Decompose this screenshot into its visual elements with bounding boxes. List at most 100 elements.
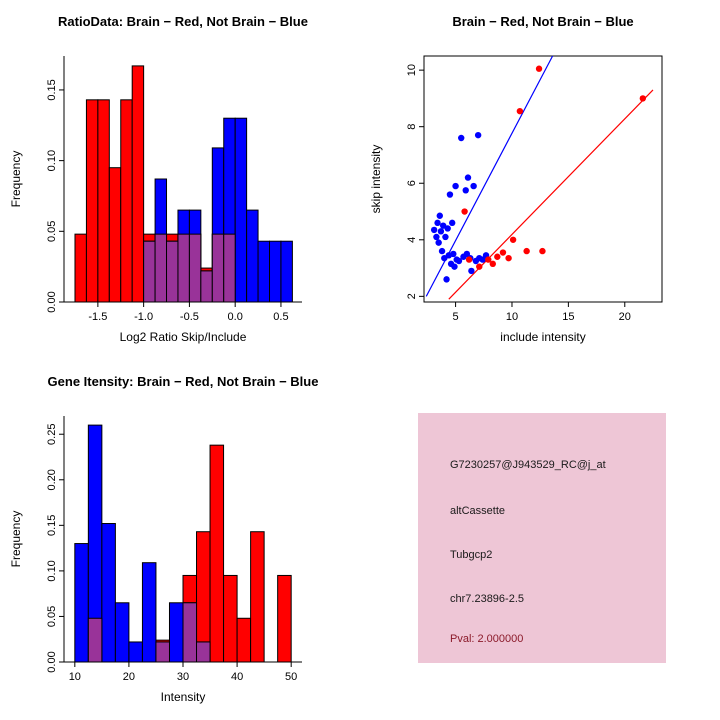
- y-tick-label: 0.10: [46, 150, 58, 171]
- brain-red-point: [461, 208, 468, 215]
- notbrain-blue-point: [470, 182, 477, 190]
- info-splice-type: altCassette: [450, 505, 506, 517]
- ratio-hist-title: RatioData: Brain − Red, Not Brain − Blue: [58, 14, 308, 29]
- hist-overlap-bar: [200, 270, 213, 303]
- notbrain-blue-hist-bar: [280, 240, 293, 303]
- brain-red-hist-bar: [223, 574, 238, 663]
- notbrain-blue-point: [451, 263, 458, 270]
- y-tick-label: 0.10: [46, 560, 58, 581]
- notbrain-blue-point: [458, 134, 465, 142]
- brain-red-point: [505, 254, 512, 262]
- scatter-ylabel: skip intensity: [369, 144, 383, 214]
- brain-red-point: [639, 95, 647, 102]
- notbrain-blue-point: [462, 187, 469, 194]
- notbrain-blue-point: [450, 250, 457, 258]
- brain-red-hist-bar: [85, 99, 99, 303]
- x-tick-label: 20: [619, 311, 631, 323]
- x-tick-label: 40: [231, 671, 243, 683]
- notbrain-blue-point: [436, 212, 443, 219]
- notbrain-blue-point: [437, 228, 445, 235]
- info-probe-id: G7230257@J943529_RC@j_at: [450, 459, 606, 471]
- brain-red-point: [539, 247, 546, 255]
- y-tick-label: 4: [406, 237, 418, 243]
- notbrain-blue-point: [448, 219, 456, 227]
- y-tick-label: 2: [406, 293, 418, 299]
- gene-hist-ylabel: Frequency: [9, 510, 23, 568]
- y-tick-label: 0.25: [46, 424, 58, 445]
- hist-overlap-bar: [87, 617, 103, 663]
- notbrain-blue-point: [433, 233, 440, 241]
- notbrain-blue-point: [468, 267, 475, 275]
- scatter-xlabel: include intensity: [500, 330, 586, 344]
- notbrain-blue-point: [443, 276, 450, 283]
- notbrain-blue-hist-bar: [114, 602, 130, 663]
- brain-red-point: [485, 256, 492, 263]
- y-tick-label: 10: [406, 64, 418, 76]
- x-tick-label: 5: [453, 311, 459, 323]
- x-tick-label: 15: [562, 311, 574, 323]
- y-tick-label: 0.20: [46, 469, 58, 490]
- notbrain-blue-point: [434, 219, 441, 227]
- x-tick-label: 50: [285, 671, 297, 683]
- notbrain-blue-hist-bar: [234, 117, 248, 303]
- ratio-hist-xlabel: Log2 Ratio Skip/Include: [119, 330, 247, 344]
- brain-red-point: [489, 260, 497, 268]
- info-gene-name: Tubgcp2: [450, 549, 493, 561]
- notbrain-blue-hist-bar: [269, 240, 282, 303]
- panel-ratio-histogram: RatioData: Brain − Red, Not Brain − Blue…: [0, 0, 360, 360]
- brain-red-hist-bar: [236, 617, 252, 663]
- hist-overlap-bar: [188, 233, 202, 303]
- notbrain-blue-point: [455, 257, 463, 265]
- y-tick-label: 6: [406, 180, 418, 186]
- info-box: G7230257@J943529_RC@j_at altCassette Tub…: [418, 413, 666, 663]
- notbrain-blue-point: [444, 225, 451, 232]
- hist-overlap-bar: [182, 602, 198, 663]
- y-tick-label: 0.05: [46, 221, 58, 242]
- notbrain-blue-point: [464, 174, 472, 181]
- x-tick-label: 10: [69, 671, 81, 683]
- hist-overlap-bar: [155, 641, 170, 663]
- gene-hist-plot: 10 20 30 40 50 0.00 0.05 0.10 0.15 0.20 0.25: [46, 416, 302, 683]
- ratio-hist-plot: -1.5 -1.0 -0.5 0.0 0.5 0.00 0.05 0.10 0.15: [46, 56, 302, 323]
- brain-red-hist-bar: [74, 233, 87, 303]
- x-tick-label: -0.5: [180, 311, 199, 323]
- notbrain-blue-hist-bar: [141, 562, 157, 663]
- notbrain-blue-point: [442, 233, 449, 241]
- brain-red-fit-line: [448, 89, 654, 300]
- hist-overlap-bar: [211, 233, 225, 303]
- brain-red-hist-bar: [209, 444, 225, 663]
- x-tick-label: 10: [506, 311, 518, 323]
- brain-red-point: [499, 249, 507, 256]
- hist-overlap-bar: [166, 240, 179, 303]
- notbrain-blue-hist-bar: [246, 209, 259, 303]
- gene-hist-xlabel: Intensity: [160, 690, 206, 704]
- ratio-hist-ylabel: Frequency: [9, 150, 23, 208]
- brain-red-point: [535, 65, 543, 72]
- x-tick-label: -1.0: [134, 311, 153, 323]
- notbrain-blue-point: [446, 191, 454, 198]
- y-tick-label: 0.00: [46, 291, 58, 312]
- brain-red-point: [476, 263, 483, 270]
- notbrain-blue-point: [430, 226, 438, 234]
- gene-hist-title: Gene Itensity: Brain − Red, Not Brain − …: [47, 374, 319, 389]
- intensity-scatter-plot: 5 10 15 20 2 4 6 8 10: [406, 55, 663, 323]
- notbrain-blue-hist-bar: [101, 523, 116, 663]
- notbrain-blue-hist-bar: [74, 543, 89, 663]
- x-tick-label: 30: [177, 671, 189, 683]
- notbrain-blue-point: [474, 131, 482, 139]
- y-tick-label: 0.15: [46, 79, 58, 100]
- brain-red-hist-bar: [120, 99, 133, 303]
- brain-red-hist-bar: [277, 574, 292, 663]
- x-tick-label: 20: [123, 671, 135, 683]
- brain-red-point: [509, 236, 517, 243]
- brain-red-hist-bar: [250, 531, 265, 663]
- y-tick-label: 8: [406, 124, 418, 130]
- panel-gene-histogram: Gene Itensity: Brain − Red, Not Brain − …: [0, 360, 360, 720]
- scatter-title: Brain − Red, Not Brain − Blue: [452, 14, 634, 29]
- info-locus: chr7.23896-2.5: [450, 593, 524, 605]
- hist-overlap-bar: [196, 641, 211, 663]
- hist-overlap-bar: [223, 233, 236, 303]
- hist-overlap-bar: [154, 233, 168, 303]
- notbrain-blue-hist-bar: [128, 641, 143, 663]
